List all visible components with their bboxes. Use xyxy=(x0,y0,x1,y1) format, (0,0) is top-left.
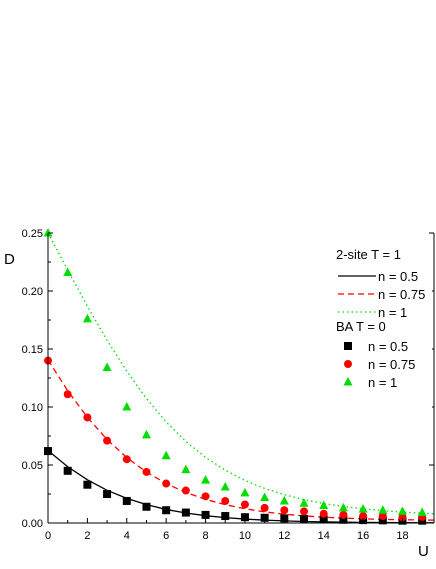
legend-title-2site: 2-site T = 1 xyxy=(336,247,401,262)
x-tick-label: 4 xyxy=(124,530,130,542)
data-point-square xyxy=(142,502,151,511)
legend-marker-sample xyxy=(343,377,353,386)
data-point-circle xyxy=(319,509,328,518)
y-tick-label: 0.20 xyxy=(22,286,43,298)
data-point-square xyxy=(201,510,210,519)
data-point-triangle xyxy=(299,498,309,507)
data-point-triangle xyxy=(102,362,112,372)
data-point-circle xyxy=(122,455,131,464)
data-point-square xyxy=(240,513,249,522)
data-point-triangle xyxy=(43,228,53,237)
legend-label: n = 1 xyxy=(368,375,397,390)
data-point-circle xyxy=(398,513,407,522)
data-point-circle xyxy=(359,512,368,521)
x-tick-label: 0 xyxy=(45,530,51,542)
data-point-circle xyxy=(300,507,309,516)
x-tick-label: 6 xyxy=(163,530,169,542)
y-tick-label: 0.00 xyxy=(22,518,43,530)
x-tick-label: 12 xyxy=(278,530,290,542)
data-point-triangle xyxy=(279,495,289,505)
data-point-square xyxy=(103,490,112,498)
data-point-square xyxy=(339,515,348,524)
data-point-square xyxy=(122,496,131,505)
data-point-circle xyxy=(260,503,269,512)
data-point-square xyxy=(260,513,269,522)
data-point-triangle xyxy=(378,505,388,514)
series-line-solid xyxy=(47,449,434,524)
data-point-circle xyxy=(280,506,289,515)
data-point-square xyxy=(221,512,230,521)
data-point-circle xyxy=(240,500,249,509)
data-point-triangle xyxy=(82,313,92,323)
legend-label: n = 0.75 xyxy=(368,357,415,372)
data-point-square xyxy=(181,508,190,517)
x-tick-label: 16 xyxy=(357,530,369,542)
data-point-square xyxy=(63,466,72,475)
data-point-triangle xyxy=(63,267,73,276)
legend-marker-sample xyxy=(344,342,352,350)
data-point-triangle xyxy=(397,506,407,515)
legend-background xyxy=(330,244,432,430)
legend-label: n = 1 xyxy=(378,305,407,320)
data-point-triangle xyxy=(260,492,270,501)
data-point-circle xyxy=(142,467,151,476)
legend-title-ba: BA T = 0 xyxy=(336,319,386,334)
data-point-circle xyxy=(83,413,92,422)
data-point-triangle xyxy=(220,482,230,491)
data-point-triangle xyxy=(181,464,191,474)
legend: 2-site T = 1 BA T = 0 n = 0.5 n = 0.75 n =… xyxy=(330,244,432,430)
data-point-triangle xyxy=(338,502,348,512)
data-point-triangle xyxy=(319,500,329,510)
data-point-circle xyxy=(181,486,190,495)
data-point-circle xyxy=(339,510,348,519)
legend-marker-sample xyxy=(344,360,352,368)
legend-label: n = 0.5 xyxy=(378,269,418,284)
data-point-triangle xyxy=(417,507,427,517)
y-tick-label: 0.05 xyxy=(22,460,43,472)
data-point-square xyxy=(300,514,309,523)
data-point-square xyxy=(162,506,171,515)
x-axis-label: U xyxy=(418,543,429,560)
x-tick-label: 18 xyxy=(396,530,408,542)
data-point-circle xyxy=(221,496,230,505)
data-point-circle xyxy=(378,512,387,521)
x-tick-label: 2 xyxy=(84,530,90,542)
data-point-circle xyxy=(63,390,72,399)
y-tick-label: 0.15 xyxy=(22,344,43,356)
data-point-square xyxy=(83,480,92,489)
axes: 0 2 4 6 8 10 12 14 16 18 0.00 0.05 0.10 0.15 0.20 0.25 xyxy=(22,228,435,542)
legend-label: n = 0.5 xyxy=(368,339,408,354)
data-point-circle xyxy=(201,492,210,501)
data-point-triangle xyxy=(358,504,368,513)
data-point-circle xyxy=(103,436,112,445)
x-tick-label: 8 xyxy=(202,530,208,542)
x-tick-label: 10 xyxy=(239,530,251,542)
data-point-triangle xyxy=(201,475,211,484)
data-point-triangle xyxy=(240,487,250,497)
y-axis-label: D xyxy=(4,251,15,268)
y-tick-label: 0.25 xyxy=(22,228,43,240)
data-point-triangle xyxy=(161,450,171,460)
data-point-triangle xyxy=(122,402,132,411)
legend-label: n = 0.75 xyxy=(378,287,425,302)
data-point-triangle xyxy=(141,429,151,439)
data-point-circle xyxy=(162,479,171,488)
y-tick-label: 0.10 xyxy=(22,402,43,414)
x-tick-label: 14 xyxy=(318,530,330,542)
